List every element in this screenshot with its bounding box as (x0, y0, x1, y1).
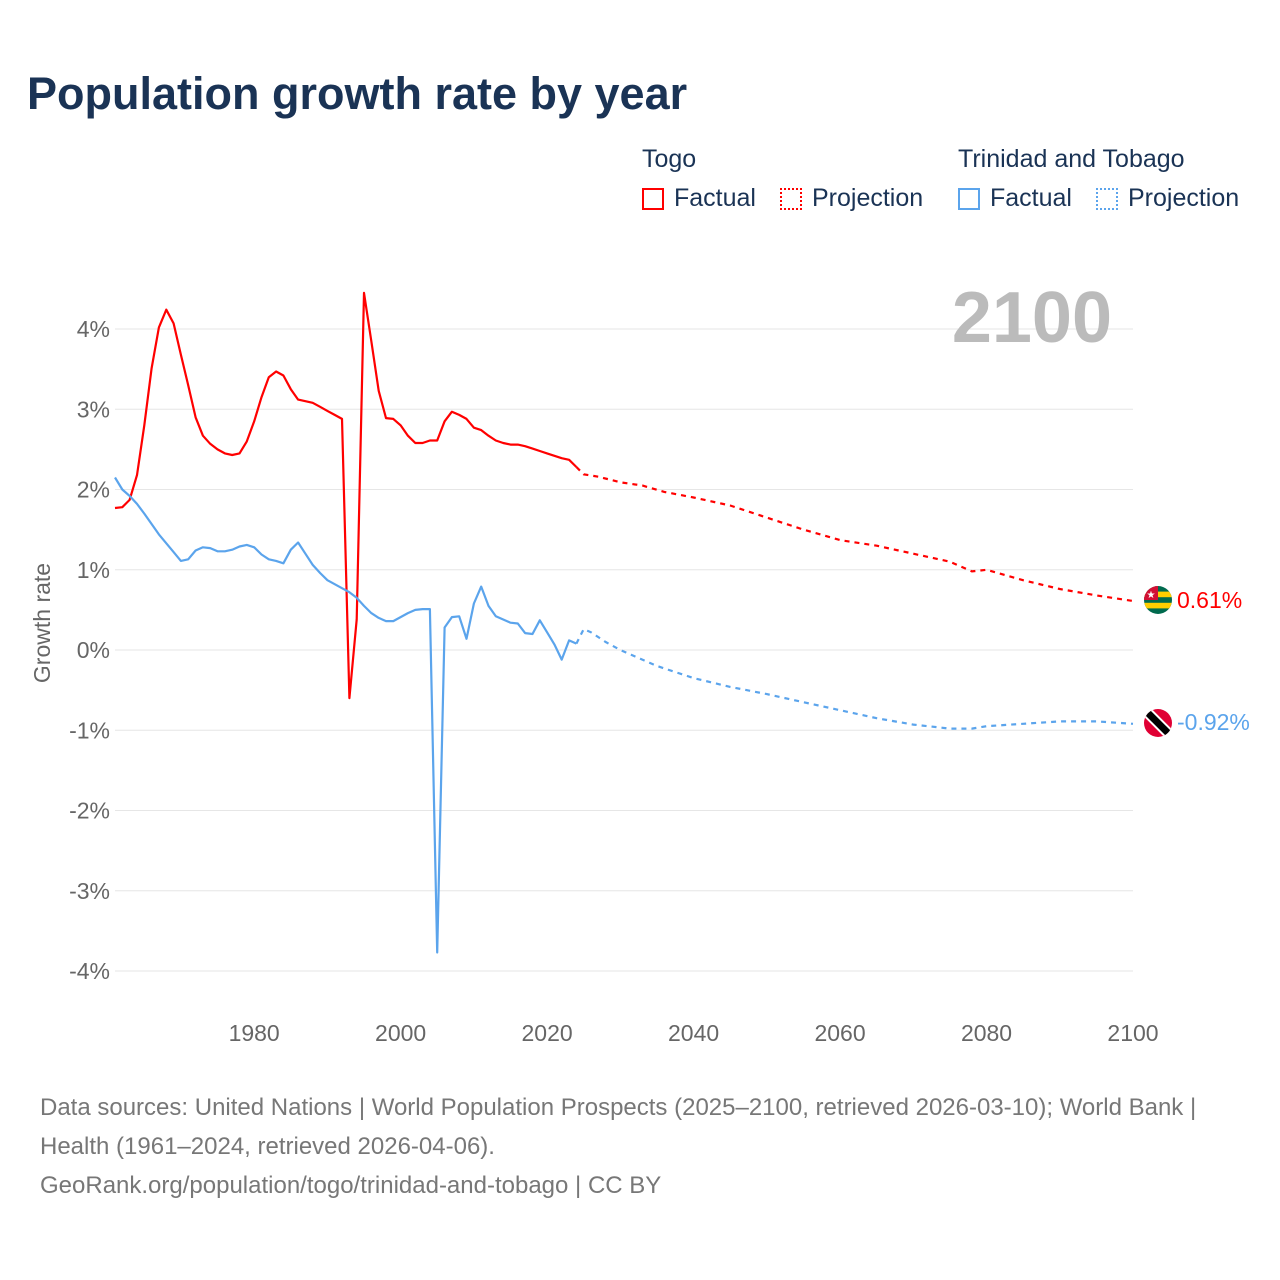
legend-label[interactable]: Factual (674, 184, 756, 212)
x-tick-label: 2020 (522, 1020, 573, 1046)
year-label: 2100 (952, 278, 1112, 358)
y-tick-label: -3% (69, 878, 110, 904)
y-tick-label: 4% (77, 316, 110, 342)
trinidad-projection-line (575, 627, 1134, 730)
y-tick-label: 1% (77, 557, 110, 583)
legend-swatch-tt-factual[interactable] (958, 187, 980, 210)
trinidad-flag-icon (1144, 709, 1172, 737)
legend-label[interactable]: Projection (1127, 184, 1240, 212)
x-tick-label: 2080 (961, 1020, 1012, 1046)
legend-group-name: Togo (642, 145, 697, 173)
togo-projection-line (575, 466, 1134, 603)
legend-label[interactable]: Factual (990, 184, 1072, 212)
x-tick-label: 2000 (375, 1020, 426, 1046)
legend-swatch-togo-factual[interactable] (642, 187, 664, 210)
y-tick-label: -4% (69, 958, 110, 984)
y-tick-label: -1% (69, 717, 110, 743)
y-tick-label: 3% (77, 396, 110, 422)
trinidad-end-label: -0.92% (1177, 709, 1250, 735)
legend-group-name: Trinidad and Tobago (958, 145, 1185, 173)
svg-text:★: ★ (1147, 590, 1156, 601)
y-tick-label: -2% (69, 798, 110, 824)
y-tick-label: 0% (77, 637, 110, 663)
chart-title: Population growth rate by year (27, 68, 688, 119)
x-tick-label: 2100 (1107, 1020, 1158, 1046)
legend-trinidad: Trinidad and Tobago Factual Projection (958, 145, 1257, 213)
source-line-2[interactable]: GeoRank.org/population/togo/trinidad-and… (40, 1172, 662, 1199)
y-tick-label: 2% (77, 477, 110, 503)
legend-label[interactable]: Projection (811, 184, 924, 212)
chart-area: 4% 3% 2% 1% 0% -1% -2% -3% -4% 1980 2000 2020 2040 2… (29, 278, 1250, 1046)
y-axis-label: Growth rate (29, 563, 55, 683)
togo-factual-line (114, 291, 578, 700)
legend-swatch-togo-projection[interactable] (779, 187, 802, 210)
togo-end-label: 0.61% (1177, 587, 1242, 613)
source-line-1: Data sources: United Nations | World Pop… (40, 1094, 1197, 1160)
trinidad-factual-line (114, 476, 577, 954)
source-note: Data sources: United Nations | World Pop… (40, 1088, 1240, 1205)
legend-swatch-tt-projection[interactable] (1095, 187, 1118, 210)
legend-togo: Togo Factual Projection (642, 145, 941, 213)
x-tick-label: 2040 (668, 1020, 719, 1046)
x-tick-label: 1980 (229, 1020, 280, 1046)
x-tick-label: 2060 (814, 1020, 865, 1046)
togo-flag-icon: ★ (1144, 586, 1172, 614)
